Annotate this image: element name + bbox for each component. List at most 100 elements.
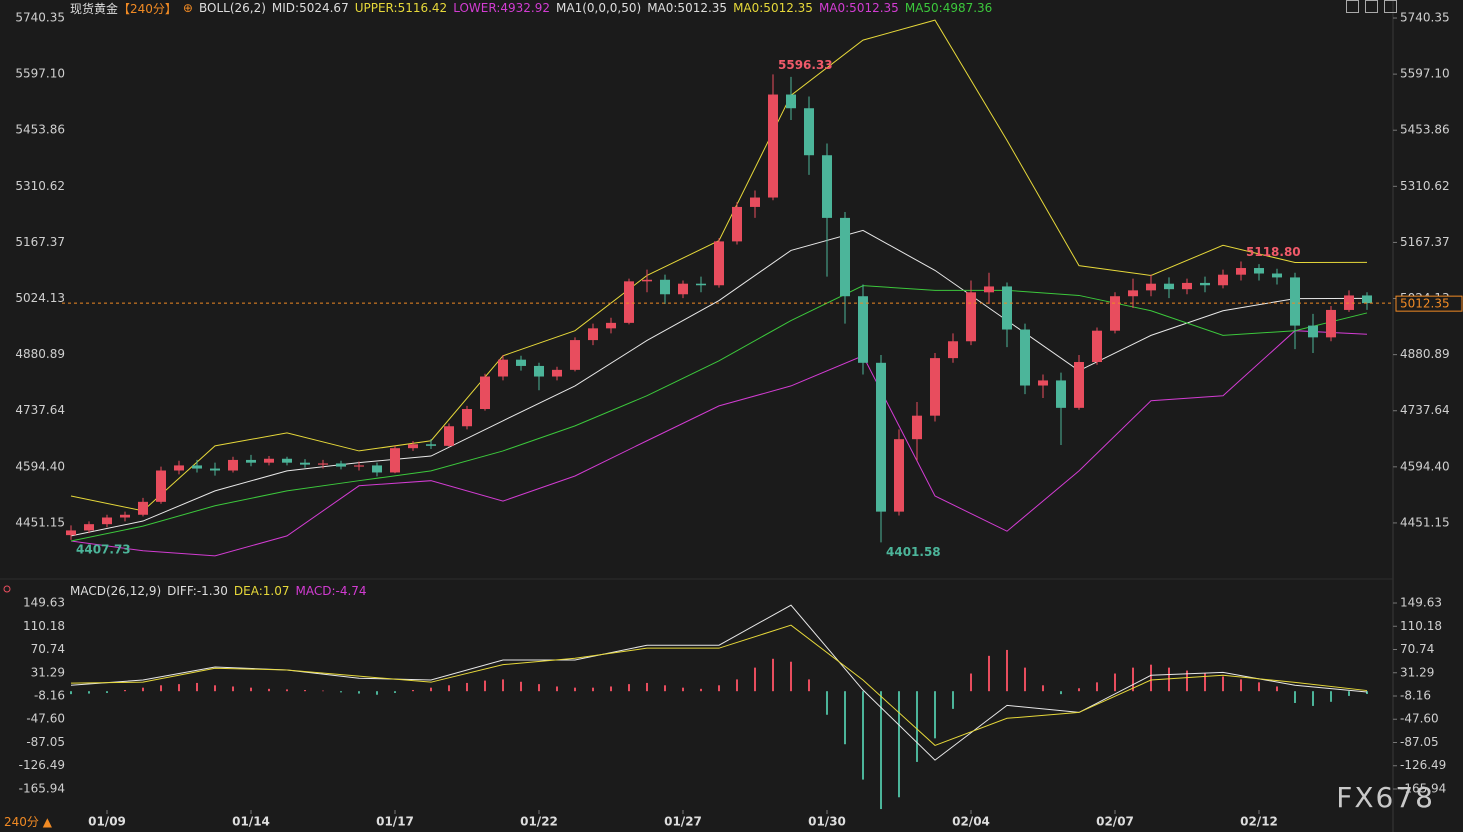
y-tick-label: -87.05 [26,735,65,749]
candle-body [228,459,238,471]
x-tick-label: 02/04 [952,815,990,829]
y-tick-label: -165.94 [1400,781,1446,795]
legend-item: MA0:5012.35 [647,1,728,15]
candle-body [1308,325,1318,338]
candle-body [786,94,796,109]
candle-body [930,358,940,416]
candle-body [156,470,166,502]
candle-body [84,524,94,531]
legend-item: UPPER:5116.42 [354,1,448,15]
candle-body [408,444,418,449]
y-tick-label: 4451.15 [15,515,65,529]
candle-body [966,292,976,342]
candle-body [768,94,778,198]
y-tick-label: 4594.40 [1400,459,1450,473]
y-tick-label: 4880.89 [15,347,65,361]
y-tick-label: -8.16 [1400,689,1431,703]
legend-item: BOLL(26,2) [198,1,266,15]
y-tick-label: 31.29 [31,665,65,679]
candle-body [1020,329,1030,386]
y-tick-label: 5740.35 [1400,11,1450,25]
extreme-label: 4407.73 [76,542,131,556]
settings-icon[interactable]: ⊕ [182,1,193,15]
overlay-line [70,330,1368,557]
x-tick-label: 01/30 [808,815,846,829]
candle-body [1200,282,1210,286]
legend-item: MA50:4987.36 [904,1,993,15]
extreme-label: 5596.33 [778,58,833,72]
legend-item: LOWER:4932.92 [453,1,550,15]
y-tick-label: -126.49 [19,758,65,772]
candle-body [1146,283,1156,291]
y-tick-label: -165.94 [19,781,65,795]
candle-body [1056,380,1066,408]
candle-body [606,322,616,329]
macd-line [70,624,1368,746]
candle-body [696,283,706,286]
candle-body [1092,330,1102,363]
y-tick-label: 5310.62 [1400,179,1450,193]
candle-body [462,409,472,427]
candle-body [174,465,184,471]
y-tick-label: 149.63 [23,596,65,610]
candle-body [570,340,580,370]
x-tick-label: 01/17 [376,815,414,829]
candle-body [1038,380,1048,386]
candle-body [714,241,724,286]
candle-body [498,359,508,377]
macd-legend: MACD(26,12,9) DIFF:-1.30 DEA:1.07 MACD:-4.7… [70,584,367,598]
candle-body [642,279,652,282]
last-price-box [1395,295,1463,312]
candle-body [552,369,562,377]
candle-body [1272,273,1282,278]
y-tick-label: 5740.35 [15,11,65,25]
candle-body [948,341,958,359]
button[interactable] [1346,0,1359,13]
panel-icon [3,585,11,593]
legend-item: MA0:5012.35 [733,1,813,15]
y-tick-label: 149.63 [1400,596,1442,610]
y-tick-label: 5310.62 [15,179,65,193]
y-tick-label: -47.60 [26,712,65,726]
legend-item: MA0:5012.35 [818,1,899,15]
candle-body [876,362,886,512]
legend-item: MA1(0,0,0,50) [556,1,642,15]
candle-body [1362,295,1372,304]
candle-body [984,286,994,293]
candle-body [138,501,148,515]
x-tick-label: 01/14 [232,815,270,829]
candle-body [264,458,274,463]
candle-body [192,465,202,469]
y-tick-label: 4880.89 [1400,347,1450,361]
symbol: 现货黄金 [70,1,119,16]
bottom-period[interactable]: 240分 ▲ [4,815,52,829]
candle-body [750,197,760,207]
candle-body [534,365,544,377]
candle-body [210,468,220,471]
y-tick-label: -126.49 [1400,758,1446,772]
candle-body [1236,268,1246,275]
candle-body [624,281,634,323]
candle-body [426,444,436,446]
candle-body [1290,277,1300,326]
candle-body [480,376,490,410]
y-tick-label: -47.60 [1400,712,1439,726]
candle-body [660,279,670,295]
y-tick-label: 110.18 [23,619,65,633]
button[interactable] [1384,0,1397,13]
candle-body [822,155,832,218]
y-tick-label: 31.29 [1400,665,1434,679]
candle-body [678,283,688,295]
y-tick-label: 5597.10 [15,67,65,81]
button[interactable] [1365,0,1378,13]
y-tick-label: 5597.10 [1400,67,1450,81]
candle-body [1254,268,1264,274]
candle-body [1002,286,1012,330]
candle-body [1326,309,1336,338]
period: 【240分】 [118,1,177,16]
candle-body [354,465,364,467]
candle-body [1218,274,1228,286]
y-tick-label: 5024.13 [15,291,65,305]
